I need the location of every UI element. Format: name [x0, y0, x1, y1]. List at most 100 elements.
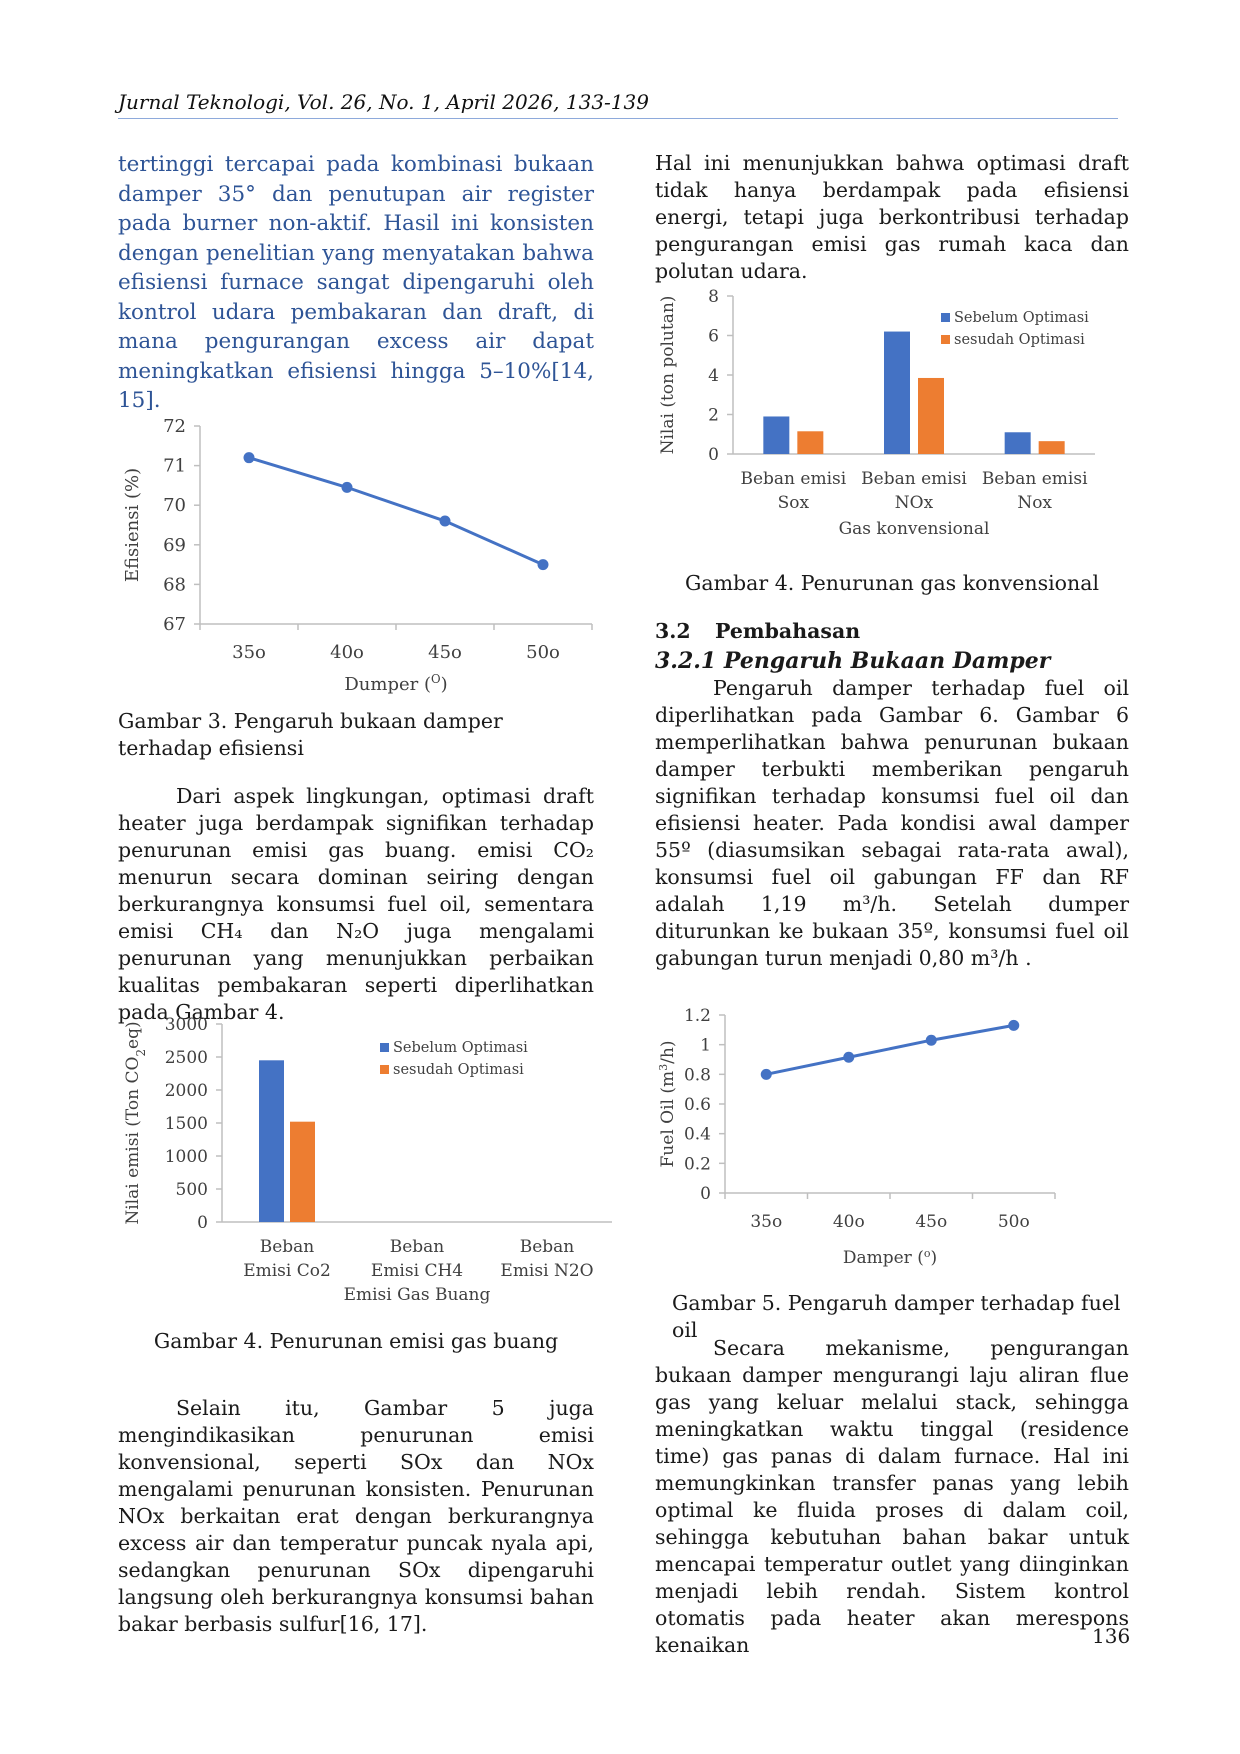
- x-tick-label: 35o: [232, 642, 266, 663]
- bar-sesudah: [1038, 441, 1065, 454]
- y-axis-label: Nilai emisi (Ton CO2eq): [123, 1021, 148, 1224]
- x-axis-label: Emisi Gas Buang: [344, 1285, 491, 1305]
- bar-sebelum: [1004, 432, 1031, 454]
- y-tick-label: 0.6: [684, 1095, 711, 1115]
- x-tick-label: 40o: [833, 1212, 865, 1232]
- y-axis-label: Nilai (ton polutan): [658, 296, 678, 455]
- right-para-3-text: Secara mekanisme, pengurangan bukaan dam…: [655, 1336, 1129, 1657]
- right-para-1: Hal ini menunjukkan bahwa optimasi draft…: [655, 150, 1129, 285]
- figure-5-caption: Gambar 5. Pengaruh damper terhadap fuel …: [672, 1291, 1121, 1342]
- y-axis-label: Efisiensi (%): [122, 468, 143, 582]
- legend-label: Sebelum Optimasi: [393, 1040, 528, 1056]
- x-tick-label: Beban: [390, 1237, 445, 1257]
- data-point: [243, 452, 255, 464]
- y-tick-label: 69: [163, 535, 186, 556]
- y-tick-label: 1.2: [684, 1006, 711, 1026]
- x-tick-label: Emisi Co2: [243, 1261, 331, 1281]
- data-point: [925, 1034, 937, 1046]
- x-axis-label: Damper (o): [843, 1247, 937, 1269]
- left-para-3: Selain itu, Gambar 5 juga mengindikasika…: [118, 1395, 594, 1638]
- y-tick-label: 0.8: [684, 1065, 711, 1085]
- y-tick-label: 67: [163, 614, 186, 635]
- y-tick-label: 2000: [165, 1081, 208, 1101]
- y-tick-label: 500: [176, 1180, 208, 1200]
- left-para-2: Dari aspek lingkungan, optimasi draft he…: [118, 783, 594, 1026]
- section-number: 3.2: [655, 619, 691, 643]
- right-para-3: Secara mekanisme, pengurangan bukaan dam…: [655, 1335, 1129, 1659]
- x-tick-label: 40o: [330, 642, 364, 663]
- left-para-1-text: tertinggi tercapai pada kombinasi bukaan…: [118, 152, 594, 413]
- y-tick-label: 72: [163, 416, 186, 437]
- legend-swatch: [941, 335, 950, 344]
- y-tick-label: 1500: [165, 1114, 208, 1134]
- legend-swatch: [941, 313, 950, 322]
- bar-sesudah: [918, 377, 944, 454]
- y-tick-label: 1000: [165, 1147, 208, 1167]
- x-tick-label: 50o: [526, 642, 560, 663]
- figure-5-line-chart: 0 0.2 0.4 0.6 0.8 1 1.2 35o 40o 45o 50o Damper (o) F…: [657, 1006, 1056, 1269]
- y-tick-label: 0.4: [684, 1125, 711, 1145]
- data-point: [537, 559, 549, 571]
- y-tick-label: 3000: [165, 1015, 208, 1035]
- bar-sebelum: [259, 1060, 284, 1222]
- x-tick-label: Emisi CH4: [371, 1261, 463, 1281]
- x-tick-label: NOx: [895, 493, 934, 513]
- x-tick-label: Beban: [260, 1237, 315, 1257]
- x-tick-label: 45o: [915, 1212, 947, 1232]
- x-tick-label: Nox: [1017, 493, 1052, 513]
- y-tick-label: 71: [163, 456, 186, 477]
- bar-sebelum: [884, 331, 910, 454]
- subsection-title: Pengaruh Bukaan Damper: [723, 648, 1051, 674]
- x-tick-label: 45o: [428, 642, 462, 663]
- y-tick-label: 0: [197, 1213, 208, 1233]
- legend-swatch: [380, 1043, 389, 1052]
- bar-sesudah: [290, 1121, 315, 1222]
- y-tick-label: 8: [708, 287, 719, 307]
- right-para-2: Pengaruh damper terhadap fuel oil diperl…: [655, 675, 1129, 972]
- figure-3-caption: Gambar 3. Pengaruh bukaan damper terhada…: [118, 709, 503, 760]
- figure-4-emission-bar-chart: 0 500 1000 1500 2000 2500 3000 Beban Emisi Co2 Be…: [123, 1015, 612, 1305]
- right-para-1-text: Hal ini menunjukkan bahwa optimasi draft…: [655, 151, 1129, 283]
- y-tick-label: 70: [163, 495, 186, 516]
- figure-4-conventional-bar-chart: 0 2 4 6 8 Beban emisi Sox Beban emisi NOx Beban e…: [658, 287, 1095, 539]
- left-para-2-text: Dari aspek lingkungan, optimasi draft he…: [118, 784, 594, 1024]
- header-rule: [118, 118, 1118, 119]
- y-tick-label: 0: [708, 445, 719, 465]
- figure-4b-caption: Gambar 4. Penurunan gas konvensional: [685, 571, 1099, 595]
- data-point: [760, 1068, 772, 1080]
- y-tick-label: 1: [700, 1036, 711, 1056]
- running-header: Jurnal Teknologi, Vol. 26, No. 1, April …: [118, 90, 649, 114]
- x-tick-label: 35o: [750, 1212, 782, 1232]
- y-tick-label: 0: [700, 1184, 711, 1204]
- y-tick-label: 2500: [165, 1048, 208, 1068]
- legend-swatch: [380, 1065, 389, 1074]
- figure-4a-caption: Gambar 4. Penurunan emisi gas buang: [153, 1329, 559, 1353]
- legend-label: sesudah Optimasi: [954, 332, 1085, 348]
- x-tick-label: 50o: [998, 1212, 1030, 1232]
- figure-3-line-chart: 67 68 69 70 71 72 35o 40o 45o 50o Dumper (O) Efisie…: [122, 416, 593, 695]
- x-tick-label: Beban: [520, 1237, 575, 1257]
- data-point: [843, 1051, 855, 1063]
- series-line: [765, 1023, 1015, 1076]
- subsection-number: 3.2.1: [655, 648, 717, 674]
- y-tick-label: 2: [708, 406, 719, 426]
- subsection-heading: 3.2.1 Pengaruh Bukaan Damper: [655, 648, 1050, 675]
- right-para-2-text: Pengaruh damper terhadap fuel oil diperl…: [655, 676, 1129, 970]
- data-point: [341, 481, 353, 493]
- x-tick-label: Beban emisi: [740, 469, 846, 489]
- x-axis-label: Dumper (O): [344, 672, 447, 695]
- left-para-3-text: Selain itu, Gambar 5 juga mengindikasika…: [118, 1396, 594, 1636]
- legend-label: Sebelum Optimasi: [954, 310, 1089, 326]
- y-tick-label: 0.2: [684, 1154, 711, 1174]
- bar-sebelum: [763, 416, 790, 454]
- section-heading: 3.2 Pembahasan: [655, 618, 860, 645]
- page-number: 136: [1092, 1624, 1131, 1648]
- legend-label: sesudah Optimasi: [393, 1062, 524, 1078]
- y-axis-label: Fuel Oil (m3/h): [657, 1041, 679, 1168]
- x-tick-label: Beban emisi: [982, 469, 1088, 489]
- left-para-1: tertinggi tercapai pada kombinasi bukaan…: [118, 150, 594, 416]
- series-line: [248, 456, 544, 566]
- bar-sesudah: [797, 431, 824, 454]
- section-title: Pembahasan: [715, 619, 861, 643]
- x-tick-label: Beban emisi: [861, 469, 967, 489]
